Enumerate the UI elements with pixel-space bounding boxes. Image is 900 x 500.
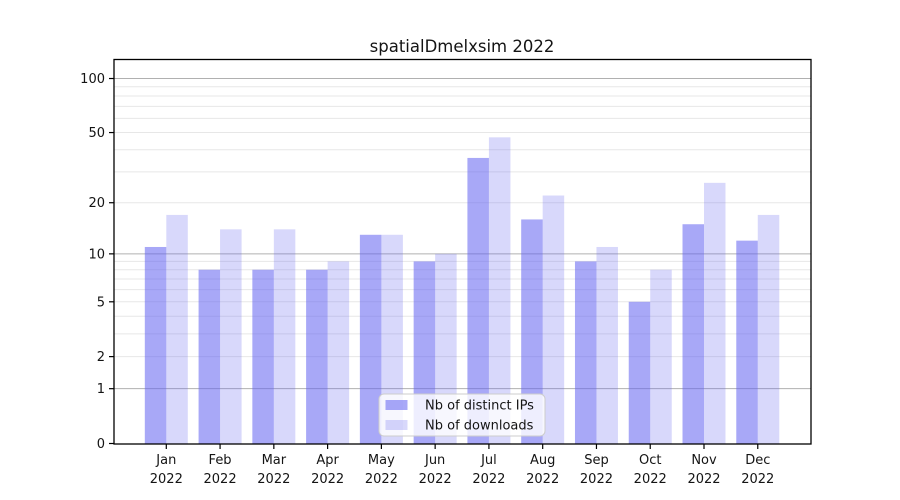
bar-distinct-ips-Mar — [252, 269, 274, 444]
x-tick-year-Nov: 2022 — [687, 472, 720, 487]
x-tick-year-Aug: 2022 — [526, 472, 559, 487]
x-tick-label-Jun: Jun — [424, 453, 445, 468]
bar-downloads-Oct — [650, 269, 672, 444]
x-tick-year-Mar: 2022 — [257, 472, 290, 487]
x-tick-year-May: 2022 — [365, 472, 398, 487]
legend-box — [378, 393, 546, 437]
bars — [144, 137, 780, 444]
legend: Nb of distinct IPs Nb of downloads — [378, 393, 546, 437]
x-tick-year-Jun: 2022 — [419, 472, 452, 487]
y-tick-label-1: 1 — [97, 382, 105, 397]
x-tick-year-Jan: 2022 — [150, 472, 183, 487]
x-tick-label-Feb: Feb — [209, 453, 232, 468]
y-tick-label-0: 0 — [97, 437, 105, 452]
y-tick-label-20: 20 — [88, 196, 105, 211]
x-tick-label-Aug: Aug — [530, 453, 555, 468]
legend-swatch-downloads — [385, 420, 408, 430]
bar-downloads-Apr — [327, 261, 350, 444]
x-tick-year-Jul: 2022 — [472, 472, 505, 487]
x-tick-label-May: May — [368, 453, 395, 468]
bar-distinct-ips-Dec — [736, 240, 758, 444]
bar-downloads-Sep — [596, 246, 618, 444]
bar-downloads-Mar — [273, 229, 296, 444]
bar-downloads-Jul — [488, 137, 511, 444]
x-tick-year-Apr: 2022 — [311, 472, 344, 487]
x-tick-label-Jul: Jul — [480, 453, 497, 468]
x-tick-year-Sep: 2022 — [580, 472, 613, 487]
x-tick-label-Oct: Oct — [639, 453, 661, 468]
legend-label-distinct-ips: Nb of distinct IPs — [425, 399, 534, 414]
bar-downloads-Feb — [220, 229, 242, 444]
y-tick-label-100: 100 — [80, 72, 105, 87]
bar-distinct-ips-May — [359, 234, 382, 444]
y-tick-label-10: 10 — [88, 247, 105, 262]
legend-label-downloads: Nb of downloads — [425, 419, 534, 434]
gridlines — [114, 78, 811, 390]
x-tick-label-Jan: Jan — [155, 453, 176, 468]
bar-distinct-ips-Jan — [144, 246, 167, 444]
x-tick-year-Dec: 2022 — [741, 472, 774, 487]
legend-swatch-distinct-ips — [385, 400, 408, 410]
x-tick-label-Dec: Dec — [745, 453, 770, 468]
bar-downloads-Dec — [757, 214, 780, 444]
x-tick-year-Feb: 2022 — [204, 472, 237, 487]
bar-distinct-ips-Aug — [521, 219, 543, 444]
bar-downloads-Nov — [704, 182, 726, 444]
bar-distinct-ips-Nov — [682, 224, 704, 444]
y-tick-label-5: 5 — [97, 295, 105, 310]
x-tick-label-Mar: Mar — [262, 453, 287, 468]
x-tick-label-Nov: Nov — [691, 453, 717, 468]
bar-distinct-ips-Feb — [198, 269, 221, 444]
axes: 0 1 2 5 10 20 50 100 Jan 2022 Feb 2022 Mar 2022 Apr 202… — [80, 72, 774, 487]
x-tick-label-Sep: Sep — [584, 453, 609, 468]
y-tick-label-50: 50 — [88, 126, 105, 141]
bar-downloads-Aug — [542, 195, 565, 444]
bar-downloads-Jan — [166, 214, 188, 444]
chart-title: spatialDmelxsim 2022 — [370, 37, 555, 56]
bar-distinct-ips-Apr — [306, 269, 328, 444]
plot-border — [113, 58, 812, 445]
bar-distinct-ips-Sep — [574, 261, 597, 444]
x-tick-label-Apr: Apr — [316, 453, 339, 468]
bar-distinct-ips-Jul — [467, 157, 489, 444]
x-tick-year-Oct: 2022 — [634, 472, 667, 487]
bar-distinct-ips-Oct — [628, 301, 651, 444]
bar-downloads-May — [381, 234, 403, 444]
y-tick-label-2: 2 — [97, 350, 105, 365]
